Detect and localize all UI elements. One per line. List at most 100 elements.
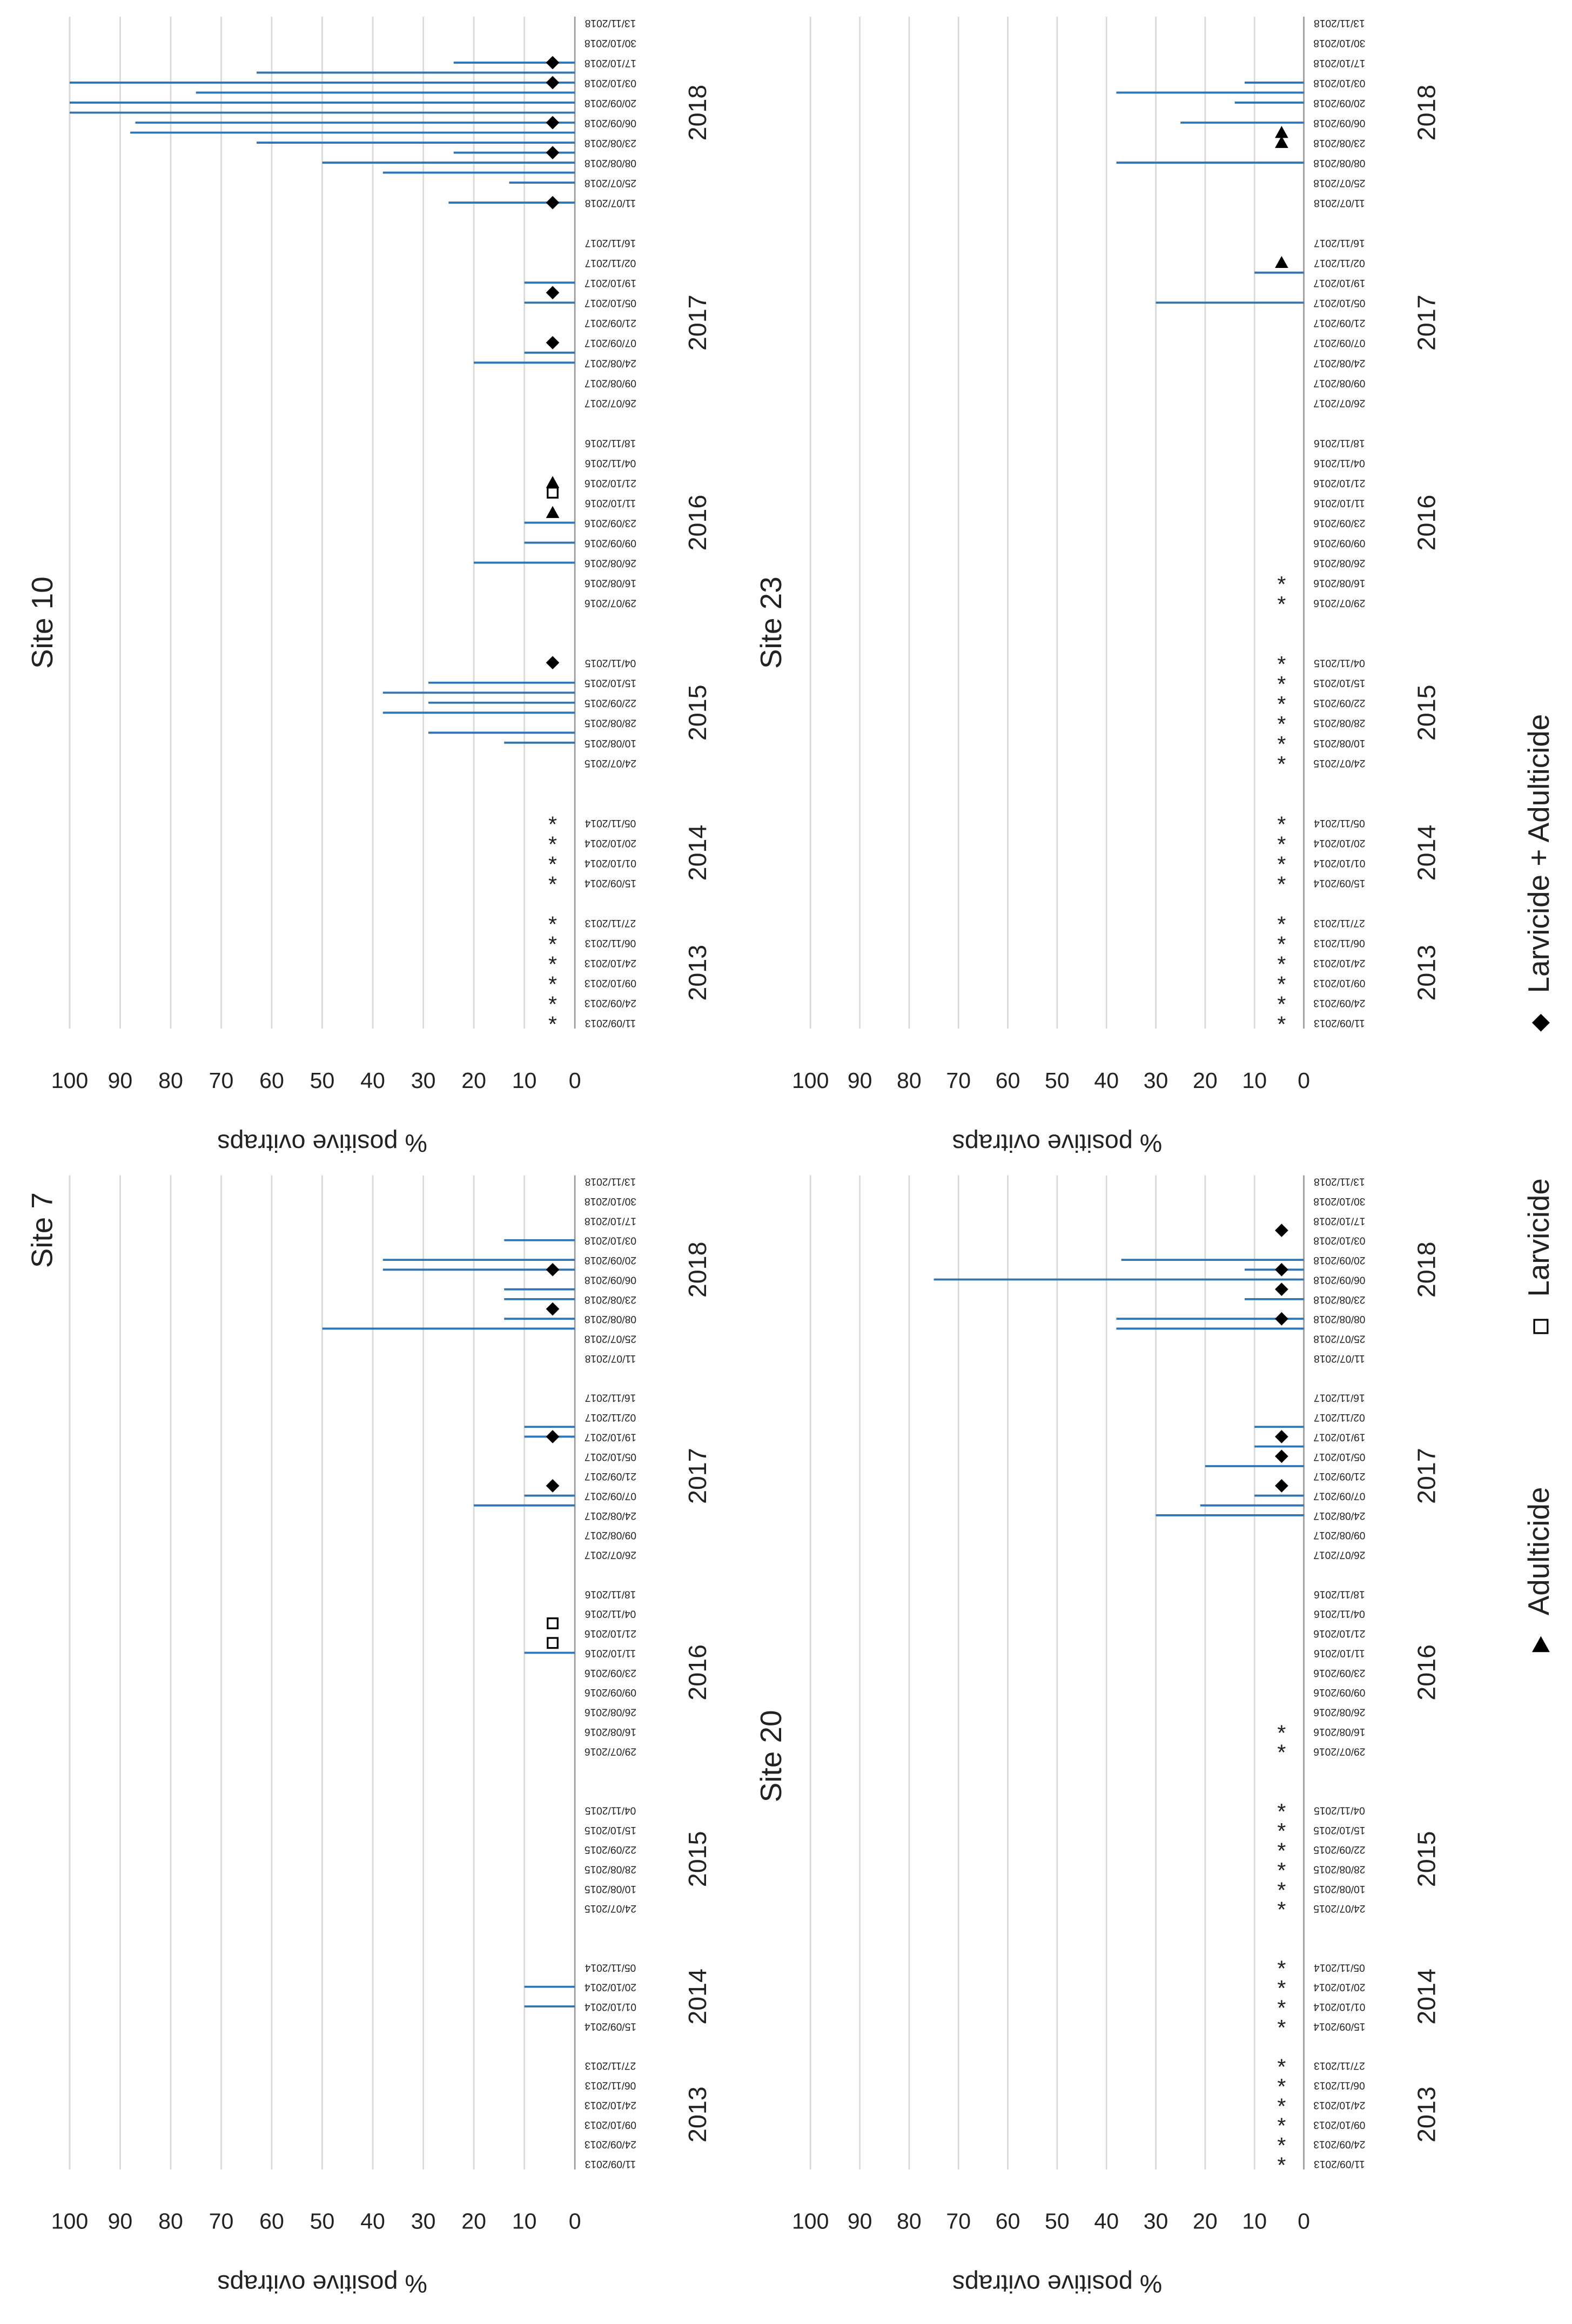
panel-title: Site 10 [25, 576, 59, 669]
x-tick-label: 10/08/2015 [585, 1883, 636, 1895]
x-tick-label: 21/09/2017 [1313, 1470, 1365, 1482]
no-data-asterisk: * [1277, 811, 1286, 836]
x-tick-label: 24/10/2013 [585, 957, 636, 969]
y-tick-label: 60 [996, 1068, 1020, 1093]
no-data-asterisk: * [1277, 1799, 1286, 1824]
x-tick-label: 24/09/2013 [1313, 2139, 1365, 2150]
year-label: 2016 [683, 1644, 711, 1701]
y-tick-label: 90 [108, 1068, 133, 1093]
x-tick-label: 05/10/2017 [585, 1451, 636, 1462]
axis-title: % positive ovitraps [952, 2270, 1163, 2298]
x-tick-label: 06/11/2013 [1314, 937, 1365, 949]
year-label: 2018 [683, 1241, 711, 1298]
x-tick-label: 02/11/2017 [585, 257, 636, 268]
x-tick-label: 09/08/2017 [585, 377, 636, 388]
no-data-asterisk: * [1277, 1877, 1286, 1902]
x-tick-label: 11/07/2018 [1314, 197, 1365, 209]
no-data-asterisk: * [548, 971, 557, 996]
x-tick-label: 23/09/2016 [585, 1667, 636, 1678]
no-data-asterisk: * [1277, 911, 1286, 936]
x-tick-label: 11/09/2013 [585, 1017, 636, 1029]
y-tick-label: 50 [310, 2209, 335, 2234]
x-tick-label: 23/08/2018 [585, 1294, 636, 1305]
x-tick-label: 24/09/2013 [1313, 997, 1365, 1009]
year-label: 2015 [683, 684, 711, 741]
diamond-marker [1275, 1282, 1288, 1297]
x-tick-label: 19/10/2017 [1313, 1431, 1365, 1442]
year-label: 2014 [1412, 825, 1440, 881]
y-tick-label: 100 [51, 1068, 89, 1093]
no-data-asterisk: * [1277, 2133, 1286, 2158]
diamond-marker [546, 656, 560, 670]
no-data-asterisk: * [1277, 711, 1286, 736]
x-tick-label: 17/10/2018 [1313, 1215, 1365, 1226]
x-tick-label: 06/11/2013 [1314, 2080, 1365, 2091]
no-data-asterisk: * [1277, 831, 1286, 856]
x-tick-label: 01/10/2014 [585, 2001, 636, 2012]
year-label: 2013 [1412, 2086, 1440, 2142]
x-tick-label: 16/11/2017 [1314, 1392, 1365, 1403]
x-tick-label: 21/10/2016 [1313, 1628, 1365, 1639]
year-label: 2013 [683, 945, 711, 1001]
x-tick-label: 16/08/2016 [1313, 1726, 1365, 1737]
no-data-asterisk: * [1277, 2113, 1286, 2138]
axis-title: % positive ovitraps [952, 1129, 1163, 1157]
no-data-asterisk: * [1277, 691, 1286, 716]
y-tick-label: 50 [310, 1068, 335, 1093]
x-tick-label: 17/10/2018 [1313, 57, 1365, 69]
x-tick-label: 07/09/2017 [585, 337, 636, 348]
y-tick-label: 10 [1242, 2209, 1267, 2234]
y-tick-label: 0 [569, 1068, 581, 1093]
legend-label: Larvicide [1522, 1178, 1555, 1297]
year-label: 2015 [683, 1831, 711, 1888]
y-tick-label: 20 [461, 2209, 486, 2234]
year-label: 2016 [683, 495, 711, 551]
x-tick-label: 21/10/2016 [585, 1628, 636, 1639]
x-tick-label: 15/09/2014 [585, 877, 636, 889]
y-tick-label: 100 [792, 1068, 829, 1093]
no-data-asterisk: * [1277, 1976, 1286, 2000]
y-tick-label: 100 [792, 2209, 829, 2234]
y-tick-label: 80 [897, 1068, 922, 1093]
y-tick-label: 90 [848, 2209, 872, 2234]
x-tick-label: 21/09/2017 [585, 1470, 636, 1482]
x-tick-label: 10/08/2015 [585, 737, 636, 749]
x-tick-label: 20/10/2014 [585, 837, 636, 849]
x-tick-label: 13/11/2018 [1314, 1176, 1365, 1187]
x-tick-label: 02/11/2017 [1314, 257, 1365, 268]
y-tick-label: 0 [1298, 1068, 1310, 1093]
x-tick-label: 21/09/2017 [1313, 317, 1365, 328]
no-data-asterisk: * [1277, 2152, 1286, 2177]
x-tick-label: 06/09/2018 [585, 1274, 636, 1285]
diamond-marker [1275, 1312, 1288, 1326]
diamond-marker [546, 116, 560, 130]
x-tick-label: 13/11/2018 [585, 17, 636, 29]
year-label: 2016 [1412, 495, 1440, 551]
x-tick-label: 26/07/2017 [1313, 397, 1365, 408]
x-tick-label: 11/10/2016 [1314, 497, 1365, 508]
diamond-marker [546, 335, 560, 350]
x-tick-label: 26/08/2016 [1313, 1707, 1365, 1718]
x-tick-label: 11/10/2016 [585, 497, 636, 508]
x-tick-label: 22/09/2015 [585, 1844, 636, 1855]
year-label: 2017 [1412, 294, 1440, 351]
diamond-marker [1275, 1224, 1288, 1237]
x-tick-label: 15/10/2015 [1313, 677, 1365, 689]
no-data-asterisk: * [1277, 1818, 1286, 1843]
x-tick-label: 15/10/2015 [585, 1824, 636, 1836]
x-tick-label: 25/07/2018 [585, 177, 636, 189]
no-data-asterisk: * [1277, 671, 1286, 696]
y-tick-label: 90 [848, 1068, 872, 1093]
x-tick-label: 26/07/2017 [585, 397, 636, 408]
year-label: 2017 [683, 294, 711, 351]
no-data-asterisk: * [1277, 572, 1286, 596]
x-tick-label: 24/09/2013 [585, 2139, 636, 2150]
x-tick-label: 21/09/2017 [585, 317, 636, 328]
y-tick-label: 40 [1094, 1068, 1119, 1093]
x-tick-label: 09/08/2017 [585, 1529, 636, 1541]
year-label: 2013 [683, 2086, 711, 2142]
x-tick-label: 08/08/2018 [585, 1313, 636, 1325]
x-tick-label: 04/11/2015 [1314, 657, 1365, 669]
y-tick-label: 40 [360, 1068, 385, 1093]
x-tick-label: 17/10/2018 [585, 1215, 636, 1226]
